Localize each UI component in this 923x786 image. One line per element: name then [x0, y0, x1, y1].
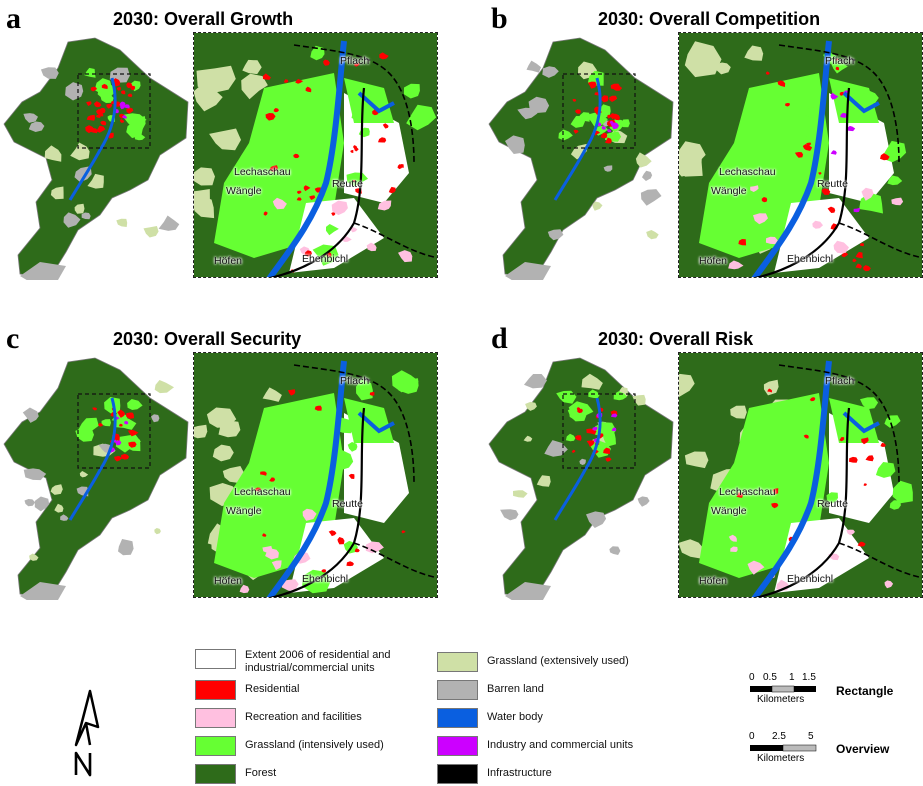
scale-unit: Kilometers — [757, 694, 805, 705]
overview-map — [488, 357, 674, 600]
legend-swatch — [195, 680, 236, 700]
place-label: Reutte — [332, 178, 363, 190]
place-label: Höfen — [699, 575, 728, 587]
legend-swatch — [437, 680, 478, 700]
scale-title: Rectangle — [836, 684, 894, 698]
scale-tick: 0 — [749, 672, 755, 683]
place-label: Wängle — [711, 185, 747, 197]
overview-map — [488, 37, 674, 280]
legend-label: Forest — [245, 767, 277, 779]
place-label: Ehenbichl — [302, 573, 349, 585]
place-label: Ehenbichl — [787, 573, 834, 585]
place-label: Pflach — [340, 375, 370, 387]
place-label: Pflach — [825, 375, 855, 387]
north-arrow-icon — [74, 689, 100, 777]
legend-swatch — [437, 652, 478, 672]
scale-unit: Kilometers — [757, 753, 805, 764]
panel-title: 2030: Overall Security — [113, 329, 302, 349]
place-label: Lechaschau — [719, 486, 776, 498]
legend-swatch — [437, 764, 478, 784]
place-label: Wängle — [226, 185, 262, 197]
legend-swatch — [195, 708, 236, 728]
place-label: Reutte — [817, 178, 848, 190]
place-label: Höfen — [699, 255, 728, 267]
panel-letter: c — [6, 322, 20, 355]
legend-label: Grassland (extensively used) — [487, 655, 629, 667]
scale-tick: 0 — [749, 731, 755, 742]
panel-letter: a — [6, 2, 21, 35]
place-label: Ehenbichl — [787, 253, 834, 265]
legend-swatch — [195, 649, 236, 669]
legend-swatch — [195, 736, 236, 756]
place-label: Lechaschau — [234, 486, 291, 498]
place-label: Höfen — [214, 255, 243, 267]
scale-tick: 0.5 — [763, 672, 777, 683]
place-label: Reutte — [817, 498, 848, 510]
legend-label: Barren land — [487, 683, 544, 695]
panel-letter: b — [491, 2, 508, 35]
zoom-map: Pflach Lechaschau Reutte Wängle Höfen Ehenbic… — [193, 352, 438, 598]
place-label: Lechaschau — [234, 166, 291, 178]
panel-title: 2030: Overall Risk — [598, 329, 754, 349]
panel-letter: d — [491, 322, 508, 355]
place-label: Pflach — [340, 55, 370, 67]
zoom-map: Pflach Lechaschau Reutte Wängle Höfen Ehenbic… — [678, 352, 923, 598]
place-label: Pflach — [825, 55, 855, 67]
map-panel-d: d 2030: Overall Risk Pflach Lechaschau Reu… — [485, 320, 923, 625]
place-label: Lechaschau — [719, 166, 776, 178]
scale-tick: 5 — [808, 731, 814, 742]
map-panel-b: b 2030: Overall Competition Pflach Lechas… — [485, 0, 923, 305]
place-label: Reutte — [332, 498, 363, 510]
overview-map — [3, 357, 189, 600]
place-label: Höfen — [214, 575, 243, 587]
zoom-map: Pflach Lechaschau Reutte Wängle Höfen Ehenbic… — [678, 32, 923, 278]
panel-title: 2030: Overall Growth — [113, 9, 294, 29]
legend-swatch — [437, 708, 478, 728]
place-label: Ehenbichl — [302, 253, 349, 265]
overview-map — [3, 37, 189, 280]
place-label: Wängle — [226, 505, 262, 517]
legend-label: Industry and commercial units — [487, 739, 634, 751]
scale-title: Overview — [836, 742, 890, 756]
legend-label: Residential — [245, 683, 300, 695]
scale-tick: 2.5 — [772, 731, 786, 742]
legend-label: Water body — [487, 711, 543, 723]
scale-bar-graphic — [750, 744, 817, 752]
place-label: Wängle — [711, 505, 747, 517]
panel-title: 2030: Overall Competition — [598, 9, 821, 29]
legend-label: Extent 2006 of residential and industria… — [245, 649, 391, 674]
legend-swatch — [195, 764, 236, 784]
scale-bar-graphic — [750, 685, 816, 693]
scale-tick: 1.5 — [802, 672, 816, 683]
zoom-map: Pflach Lechaschau Reutte Wängle Höfen Ehenbic… — [193, 32, 438, 278]
legend-label: Infrastructure — [487, 767, 552, 779]
map-panel-c: c 2030: Overall Security Pflach Lechascha… — [0, 320, 461, 625]
legend-label: Recreation and facilities — [245, 711, 362, 723]
legend-label: Grassland (intensively used) — [245, 739, 384, 751]
map-panel-a: a 2030: Overall Growth Pflach Lechaschau R… — [0, 0, 461, 305]
scale-tick: 1 — [789, 672, 795, 683]
legend-swatch — [437, 736, 478, 756]
